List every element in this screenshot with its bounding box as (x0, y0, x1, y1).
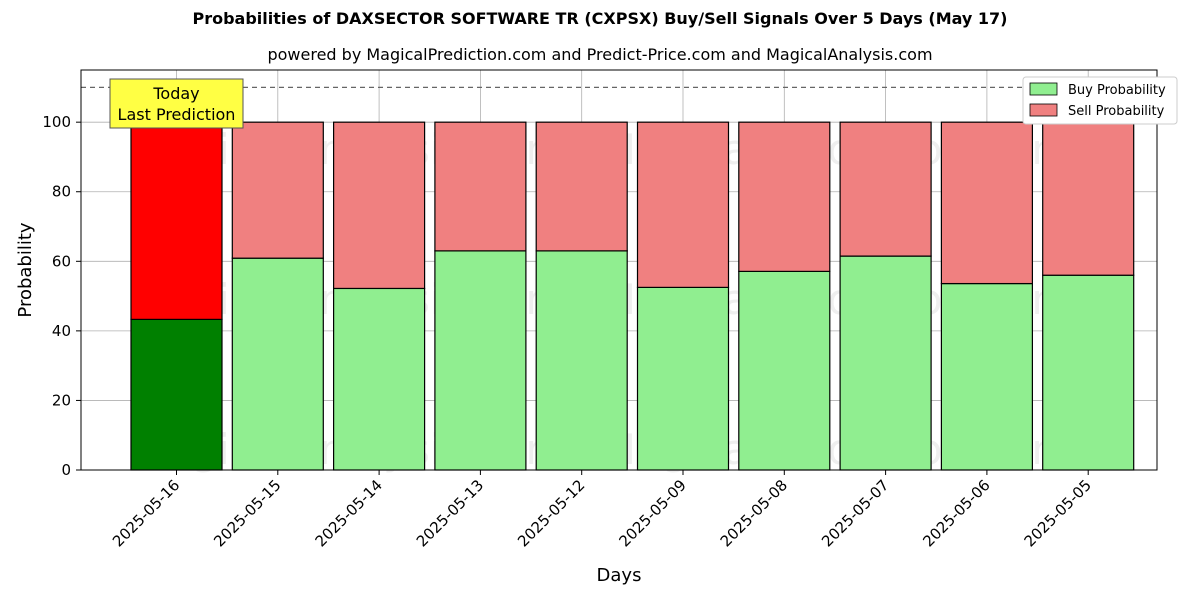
sell-bar (434, 121, 527, 252)
annotation-box (109, 78, 244, 129)
x-tick-label: 2025-05-05 (1021, 476, 1095, 550)
x-tick-label: 2025-05-09 (615, 476, 689, 550)
buy-bar (434, 250, 527, 471)
x-axis-label: Days (597, 565, 642, 586)
sell-bar (636, 121, 730, 288)
y-tick-label: 40 (52, 322, 71, 340)
y-tick-label: 80 (52, 183, 71, 201)
x-tick-label: 2025-05-14 (312, 476, 386, 550)
buy-bar (535, 250, 628, 471)
legend-box (1022, 76, 1178, 125)
x-tick-label: 2025-05-12 (514, 476, 588, 550)
annotation-line-1: Today (152, 84, 199, 103)
y-tick-label: 0 (61, 461, 71, 479)
annotation-line-2: Last Prediction (118, 105, 236, 124)
chart-subtitle: powered by MagicalPrediction.com and Pre… (267, 45, 933, 64)
sell-bar (1042, 121, 1135, 276)
y-tick-label: 60 (52, 252, 71, 270)
today-annotation: Today Last Prediction (109, 78, 244, 129)
buy-bar (839, 255, 932, 471)
x-tick-label: 2025-05-15 (210, 476, 284, 550)
sell-bar (940, 121, 1034, 285)
buy-bar (1042, 274, 1135, 471)
legend: Buy Probability Sell Probability (1022, 76, 1178, 125)
x-tick-label: 2025-05-07 (818, 476, 892, 550)
x-tick-label: 2025-05-13 (413, 476, 487, 550)
sell-bar (535, 121, 628, 252)
sell-bar (231, 121, 324, 259)
legend-swatch-sell (1029, 103, 1058, 117)
buy-bar (738, 270, 831, 471)
buy-bar (940, 282, 1034, 471)
buy-bar (130, 318, 223, 471)
legend-label-buy: Buy Probability (1068, 83, 1166, 98)
x-tick-label: 2025-05-06 (919, 476, 993, 550)
bars-layer (130, 121, 1135, 471)
sell-bar (839, 121, 932, 257)
chart-title: Probabilities of DAXSECTOR SOFTWARE TR (… (192, 9, 1008, 28)
legend-swatch-buy (1029, 82, 1058, 96)
y-tick-label: 20 (52, 391, 71, 409)
y-tick-label: 100 (42, 113, 71, 131)
buy-bar (333, 287, 426, 471)
legend-label-sell: Sell Probability (1068, 104, 1165, 119)
x-tick-label: 2025-05-08 (717, 476, 791, 550)
buy-bar (636, 286, 730, 471)
sell-bar (333, 121, 426, 290)
x-tick-label: 2025-05-16 (109, 476, 183, 550)
sell-bar (738, 121, 831, 272)
buy-bar (231, 257, 324, 471)
sell-bar (130, 121, 223, 320)
plot-frame (80, 69, 1158, 471)
y-axis-label: Probability (15, 222, 36, 317)
